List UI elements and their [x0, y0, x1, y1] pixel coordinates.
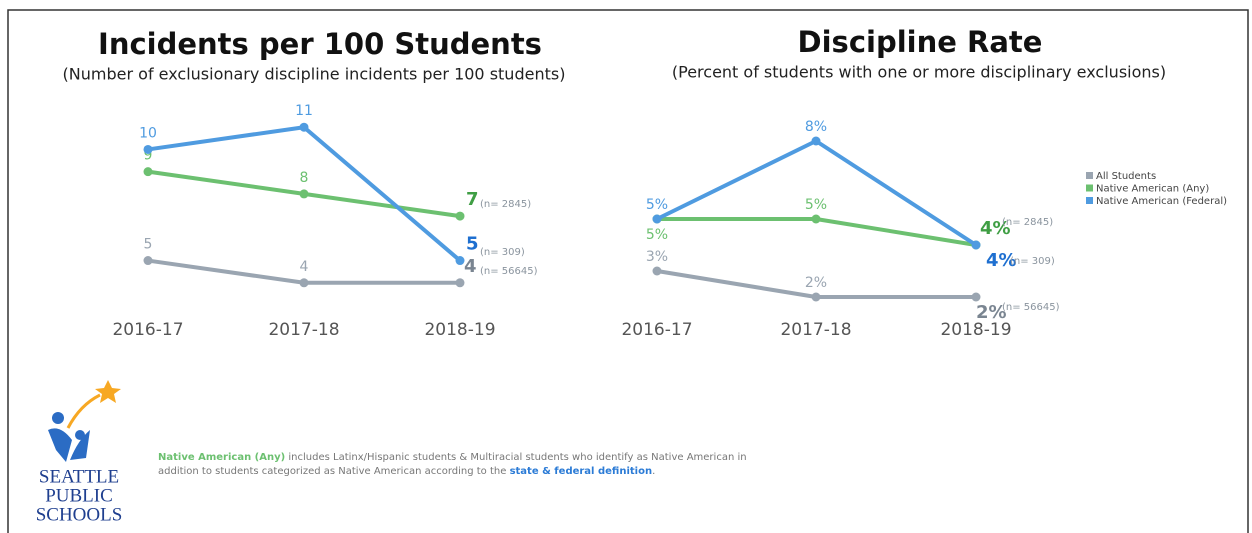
- x-tick-label: 2017-18: [268, 320, 339, 340]
- data-label: 4%: [986, 250, 1017, 271]
- n-annotation: (n= 2845): [480, 199, 531, 210]
- frame: [7, 9, 1249, 533]
- data-label: 2%: [805, 275, 827, 291]
- logo-text: SEATTLE: [39, 466, 119, 487]
- data-label: 11: [295, 103, 313, 119]
- data-label: 8: [300, 170, 309, 186]
- n-annotation: (n= 309): [1010, 256, 1055, 267]
- data-label: 5%: [646, 227, 668, 243]
- footnote-text: addition to students categorized as Nati…: [158, 466, 510, 477]
- logo-head: [75, 430, 85, 440]
- legend-label: Native American (Federal): [1096, 196, 1227, 207]
- logo-figure: [48, 428, 72, 462]
- data-point: [455, 256, 465, 266]
- data-point: [811, 214, 821, 224]
- n-annotation: (n= 2845): [1002, 217, 1053, 228]
- data-label: 8%: [805, 119, 827, 135]
- footnote: addition to students categorized as Nati…: [158, 466, 655, 477]
- logo-figure: [70, 430, 90, 460]
- data-point: [811, 136, 821, 146]
- chart-title: Discipline Rate: [798, 25, 1043, 59]
- chart-subtitle: (Percent of students with one or more di…: [672, 63, 1166, 82]
- footnote-link[interactable]: state & federal definition: [510, 466, 653, 477]
- data-point: [971, 240, 981, 250]
- data-label: 5: [466, 234, 479, 255]
- n-annotation: (n= 56645): [1002, 302, 1060, 313]
- data-label: 4: [300, 259, 309, 275]
- data-point: [299, 122, 309, 132]
- data-point: [143, 256, 153, 266]
- data-point: [455, 278, 465, 288]
- logo: SEATTLE PUBLIC SCHOOLS: [36, 380, 123, 525]
- data-label: 7: [466, 189, 479, 210]
- legend-label: All Students: [1096, 171, 1156, 182]
- data-point: [143, 144, 153, 154]
- data-label: 4%: [980, 218, 1011, 239]
- data-point: [652, 266, 662, 276]
- data-label: 10: [139, 125, 157, 141]
- x-tick-label: 2017-18: [780, 320, 851, 340]
- legend-swatch: [1086, 172, 1093, 179]
- data-point: [971, 292, 981, 302]
- series-line: [656, 139, 978, 247]
- footnote-text: includes Latinx/Hispanic students & Mult…: [285, 452, 746, 463]
- data-point: [455, 211, 465, 221]
- data-label: 5%: [646, 197, 668, 213]
- footnote: Native American (Any) includes Latinx/Hi…: [158, 452, 747, 463]
- data-point: [299, 189, 309, 199]
- logo-trail: [66, 393, 101, 429]
- chart-subtitle: (Number of exclusionary discipline incid…: [63, 65, 566, 84]
- x-tick-label: 2016-17: [621, 320, 692, 340]
- x-tick-label: 2018-19: [940, 320, 1011, 340]
- data-label: 5: [144, 237, 153, 253]
- data-point: [652, 214, 662, 224]
- n-annotation: (n= 56645): [480, 266, 538, 277]
- logo-head: [52, 412, 64, 424]
- footnote-text: .: [652, 466, 655, 477]
- legend-swatch: [1086, 197, 1093, 204]
- logo-star: [95, 380, 121, 403]
- logo-text: SCHOOLS: [36, 504, 123, 525]
- x-tick-label: 2016-17: [112, 320, 183, 340]
- data-point: [811, 292, 821, 302]
- legend-label: Native American (Any): [1096, 184, 1209, 195]
- data-point: [299, 278, 309, 288]
- data-label: 5%: [805, 197, 827, 213]
- x-tick-label: 2018-19: [424, 320, 495, 340]
- n-annotation: (n= 309): [480, 247, 525, 258]
- data-label: 4: [464, 256, 477, 277]
- data-point: [143, 167, 153, 177]
- data-label: 2%: [976, 302, 1007, 323]
- legend-swatch: [1086, 184, 1093, 192]
- chart-title: Incidents per 100 Students: [98, 27, 542, 61]
- data-label: 9: [144, 148, 153, 164]
- logo-text: PUBLIC: [45, 485, 113, 506]
- footnote-term: Native American (Any): [158, 452, 285, 463]
- data-label: 3%: [646, 249, 668, 265]
